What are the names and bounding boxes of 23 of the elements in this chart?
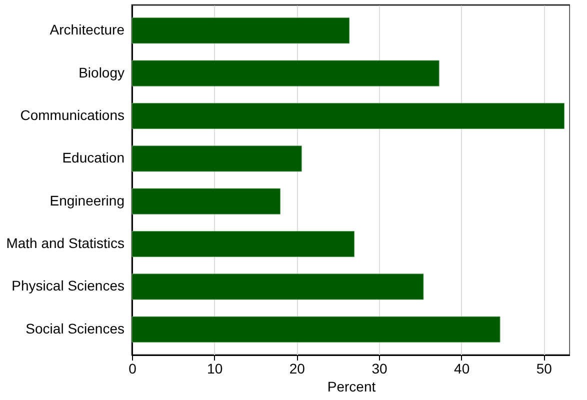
bar	[132, 102, 564, 130]
bar	[132, 60, 440, 86]
x-tick-label: 20	[289, 360, 306, 376]
y-tick-label: Math and Statistics	[6, 235, 124, 252]
x-axis-title: Percent	[327, 378, 376, 394]
y-tick-label: Engineering	[50, 192, 124, 208]
y-tick-label: Social Sciences	[26, 320, 124, 336]
x-tick-label: 10	[207, 360, 223, 376]
bar	[132, 188, 280, 214]
bar	[132, 146, 302, 172]
x-tick-label: 0	[128, 360, 137, 376]
y-tick-label: Biology	[78, 64, 124, 80]
y-tick-label: Physical Sciences	[12, 278, 124, 294]
x-tick-label: 50	[536, 360, 552, 376]
y-tick-label: Education	[62, 150, 124, 166]
x-tick-label: 30	[372, 360, 388, 376]
y-tick-label: Communications	[20, 106, 124, 123]
bar	[132, 316, 500, 342]
x-tick-label: 40	[454, 360, 470, 376]
bar	[132, 18, 350, 44]
bar	[132, 274, 424, 300]
y-tick-label: Architecture	[50, 22, 125, 38]
bar	[132, 230, 355, 258]
